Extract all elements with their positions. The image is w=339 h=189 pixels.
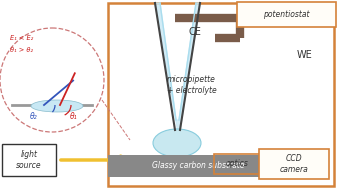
Bar xyxy=(108,155,288,177)
FancyBboxPatch shape xyxy=(259,149,329,179)
Text: CE: CE xyxy=(188,27,201,37)
Text: WE: WE xyxy=(297,50,313,60)
Text: light
source: light source xyxy=(16,150,42,170)
Text: θ₁: θ₁ xyxy=(70,112,78,121)
Text: θ₂: θ₂ xyxy=(30,112,38,121)
Text: CCD
camera: CCD camera xyxy=(280,154,308,174)
Text: potentiostat: potentiostat xyxy=(263,10,310,19)
Text: optics: optics xyxy=(225,160,248,169)
Text: E₁ < E₂: E₁ < E₂ xyxy=(10,35,33,41)
Text: Glassy carbon substrate: Glassy carbon substrate xyxy=(152,161,244,170)
Ellipse shape xyxy=(31,100,83,112)
FancyBboxPatch shape xyxy=(237,2,336,27)
Ellipse shape xyxy=(153,129,201,157)
Text: micropipette
+ electrolyte: micropipette + electrolyte xyxy=(167,75,217,95)
Bar xyxy=(108,3,334,186)
Text: θ₁ > θ₂: θ₁ > θ₂ xyxy=(10,47,33,53)
Polygon shape xyxy=(155,3,200,130)
